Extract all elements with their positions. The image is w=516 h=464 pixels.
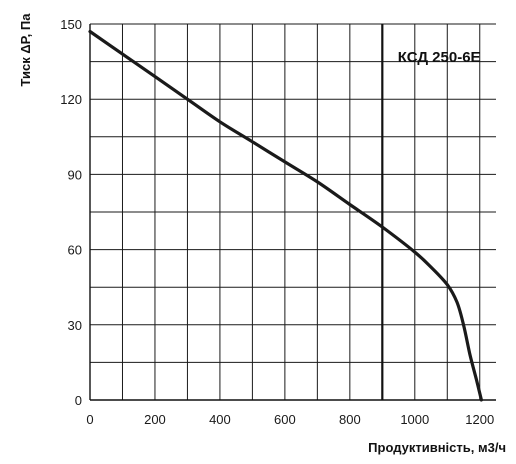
plot-area: [88, 24, 483, 402]
x-tick-label: 400: [209, 412, 231, 427]
x-tick-label: 200: [144, 412, 166, 427]
x-tick-label: 800: [339, 412, 361, 427]
x-axis-label: Продуктивність, м3/ч: [368, 440, 506, 455]
performance-curve: [88, 29, 483, 402]
y-tick-label: 60: [68, 243, 82, 258]
x-tick-label: 0: [86, 412, 93, 427]
x-tick-label: 1000: [400, 412, 429, 427]
x-tick-label: 1200: [465, 412, 494, 427]
tick-labels: 0 200 400 600 800 1000 1200 0 30 60 90 120 150: [60, 17, 494, 427]
y-tick-label: 30: [68, 318, 82, 333]
y-tick-label: 120: [60, 92, 82, 107]
y-tick-label: 150: [60, 17, 82, 32]
grid: [89, 23, 496, 401]
y-tick-label: 0: [75, 393, 82, 408]
y-tick-label: 90: [68, 167, 82, 182]
x-tick-label: 600: [274, 412, 296, 427]
y-axis-label: Тиск ΔP, Па: [18, 13, 33, 87]
model-label: КСД 250-6Е: [398, 49, 481, 66]
